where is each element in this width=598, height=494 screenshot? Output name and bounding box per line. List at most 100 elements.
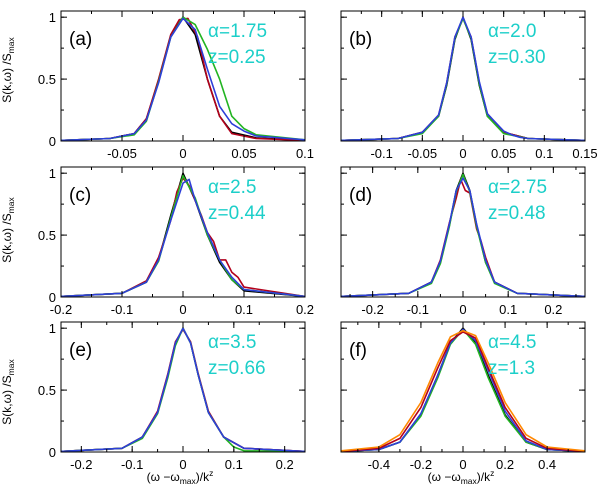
panel-d-x-tick-label: -0.1: [407, 302, 429, 317]
panel-d-x-tick-label: 0.1: [499, 302, 517, 317]
panel-e-y-tick-label: 1: [49, 321, 56, 336]
panel-e-label: (e): [69, 340, 92, 361]
panel-d-series-green: [341, 173, 585, 297]
panel-e-z-annotation: z=0.66: [208, 358, 266, 379]
panel-a-label: (a): [69, 29, 92, 50]
panel-c-x-tick-label: 0.2: [296, 302, 314, 317]
panel-a-frame: [60, 10, 306, 142]
panel-b-series-black: [341, 16, 585, 141]
panel-c-series-red: [61, 177, 305, 297]
panel-b-series-red: [341, 17, 585, 141]
panel-c-y-tick-label: 0: [49, 290, 56, 305]
panel-e: -0.2 -0.1 0 0.1 0.2 0 0.5 1 (e) α=3.5 z=0.66: [38, 321, 306, 472]
panel-c-alpha-annotation: α=2.5: [208, 177, 257, 198]
panel-b-series-blue: [341, 16, 585, 141]
panel-e-x-tick-label: 0.2: [276, 457, 294, 472]
panel-a-x-tick-label: 0.1: [296, 146, 314, 161]
panel-c-series-blue: [61, 178, 305, 297]
panel-a-x-tick-label: -0.05: [107, 146, 137, 161]
panel-e-y-tick-label: 0: [49, 445, 56, 460]
y-axis-label-bottom-text: S(k,ω) /Smax: [0, 359, 16, 425]
panel-c-label: (c): [69, 185, 91, 206]
panel-f-x-tick-label: 0: [459, 457, 466, 472]
panel-e-x-tick-label: -0.2: [70, 457, 92, 472]
panel-f: -0.4 -0.2 0 0.2 0.4 (f) α=4.5 z=1.3: [340, 321, 586, 472]
panel-e-series-blue: [61, 327, 305, 452]
panel-e-alpha-annotation: α=3.5: [208, 332, 257, 353]
panel-b-x-tick-label: 0.1: [535, 146, 553, 161]
panel-c-x-tick-label: -0.1: [111, 302, 133, 317]
panel-a-x-tick-label: 0.05: [231, 146, 256, 161]
panel-b-alpha-annotation: α=2.0: [488, 21, 537, 42]
y-axis-label-middle: S(k,ω) /Smax: [0, 197, 16, 263]
panel-b-x-tick-label: 0.15: [572, 146, 597, 161]
panel-f-x-tick-label: 0.4: [538, 457, 556, 472]
panel-f-x-tick-label: 0.2: [496, 457, 514, 472]
y-axis-label-middle-text: S(k,ω) /Smax: [0, 197, 16, 263]
panel-e-x-tick-label: 0.1: [225, 457, 243, 472]
panel-b-z-annotation: z=0.30: [488, 47, 546, 68]
panel-f-x-tick-label: -0.2: [410, 457, 432, 472]
panel-a-series-black: [61, 16, 305, 141]
panel-e-x-tick-label: -0.1: [121, 457, 143, 472]
panel-d-series-blue: [341, 177, 585, 297]
panel-f-z-annotation: z=1.3: [488, 358, 535, 379]
panel-b-x-tick-label: -0.1: [370, 146, 392, 161]
panel-b-frame: [340, 10, 586, 142]
panel-d-series-red: [341, 178, 585, 297]
x-axis-label-left: (ω −ωmax)/kz: [147, 468, 214, 486]
panel-f-series-red: [341, 331, 585, 452]
y-axis-label-bottom: S(k,ω) /Smax: [0, 359, 16, 425]
panel-c-y-tick-label: 0.5: [38, 228, 56, 243]
panel-f-series-green: [341, 328, 585, 452]
panel-c-series-black: [61, 172, 305, 297]
panel-d-series-black: [341, 172, 585, 297]
panel-b-x-tick-label: 0: [459, 146, 466, 161]
panel-d-alpha-annotation: α=2.75: [488, 177, 547, 198]
panel-c-y-tick-label: 1: [49, 166, 56, 181]
panel-e-series-red: [61, 328, 305, 452]
panel-c-x-tick-label: 0: [179, 302, 186, 317]
panel-f-series-black: [341, 327, 585, 452]
panel-a-series-blue: [61, 17, 305, 141]
panel-a-y-tick-label: 0: [49, 134, 56, 149]
panels-group: -0.05 0 0.05 0.100.51(a) α=1.75z=0.25-0.1 -0.…: [38, 10, 598, 472]
panel-e-series-green: [61, 327, 305, 452]
panel-d: -0.2 -0.1 0 0.1 0.2 (d) α=2.75 z=0.48: [340, 166, 586, 317]
panel-b-label: (b): [349, 29, 372, 50]
panel-b-series-green: [341, 17, 585, 141]
panel-f-series-orange: [341, 329, 585, 452]
panel-a-y-tick-label: 1: [49, 10, 56, 25]
panel-e-series-black: [61, 327, 305, 452]
x-axis-label-right: (ω −ωmax)/kz: [428, 468, 495, 486]
panel-b: -0.1 -0.05 0 0.05 0.1 0.15 (b) α=2.0 z=0.30: [340, 10, 598, 161]
panel-f-label: (f): [349, 340, 367, 361]
panel-a-series-red: [61, 17, 305, 141]
panel-c-z-annotation: z=0.44: [208, 203, 266, 224]
panel-a-z-annotation: z=0.25: [208, 47, 266, 68]
panel-f-alpha-annotation: α=4.5: [488, 332, 537, 353]
panel-c-series-green: [61, 174, 305, 297]
panel-d-x-tick-label: 0.2: [544, 302, 562, 317]
panel-a: -0.05 0 0.05 0.1 0 0.5 1 (a) α=1.75 z=0.25: [38, 10, 314, 161]
panel-d-x-tick-label: -0.2: [361, 302, 383, 317]
panel-f-x-tick-label: -0.4: [368, 457, 390, 472]
panel-b-x-tick-label: -0.05: [408, 146, 438, 161]
panel-c-x-tick-label: -0.2: [50, 302, 72, 317]
panel-e-x-tick-label: 0: [179, 457, 186, 472]
panel-f-series-blue: [341, 328, 585, 452]
panel-a-series-green: [61, 16, 305, 141]
panel-b-x-tick-label: 0.05: [491, 146, 516, 161]
panel-d-label: (d): [349, 185, 372, 206]
panel-c: -0.2 -0.1 0 0.1 0.2 0 0.5 1 (c) α=2.5 z=0.44: [38, 166, 314, 317]
panel-d-z-annotation: z=0.48: [488, 203, 546, 224]
panel-e-frame: [60, 321, 306, 453]
panel-a-alpha-annotation: α=1.75: [208, 21, 267, 42]
y-axis-label-top-text: S(k,ω) /Smax: [0, 37, 16, 103]
panel-c-x-tick-label: 0.1: [235, 302, 253, 317]
panel-d-x-tick-label: 0: [459, 302, 466, 317]
y-axis-label-top: S(k,ω) /Smax: [0, 37, 16, 103]
panel-a-x-tick-label: 0: [179, 146, 186, 161]
panel-a-y-tick-label: 0.5: [38, 72, 56, 87]
